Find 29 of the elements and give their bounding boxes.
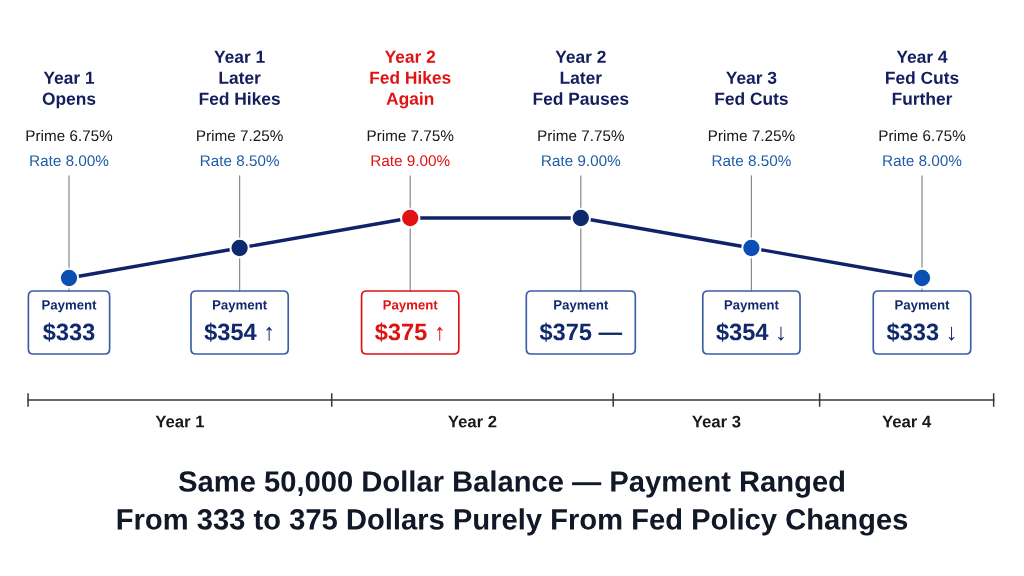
text: Prime 7.25%: [197, 129, 283, 142]
text: Payment $375 ↑: [375, 300, 443, 342]
text: Prime 7.25%: [708, 129, 795, 142]
text: Payment $354 ↓: [716, 300, 784, 342]
x-tick-label: Year 2 Later Fed Pauses: [533, 50, 629, 105]
text: Same 50,000 Dollar Balance — Payment Ranged From 333 to 375 Dollars Purely From Fed Policy Changes: [117, 470, 908, 536]
data-label: Rate 8.00%: [883, 155, 962, 167]
x-tick-label: Year 2 Fed Hikes Again: [370, 50, 451, 109]
text: Year 3: [692, 415, 741, 428]
data-label: Rate 8.50%: [712, 155, 791, 167]
text: Year 1: [155, 415, 204, 428]
text: Payment $354 ↑: [204, 300, 272, 342]
text: Prime 6.75%: [26, 129, 113, 142]
text: Year 4: [882, 415, 932, 428]
data-label: Rate 9.00%: [371, 155, 450, 167]
text: Prime 6.75%: [879, 129, 966, 142]
data-label: Rate 8.00%: [30, 155, 109, 167]
text: Payment $333 ↓: [886, 300, 955, 342]
data-label: Rate 9.00%: [542, 155, 621, 167]
text: Year 2: [448, 415, 497, 428]
text: Payment $333: [42, 300, 97, 342]
x-tick-label: Year 1 Later Fed Hikes: [199, 50, 280, 105]
x-tick-label: Year 3 Fed Cuts: [715, 71, 788, 105]
text: Prime 7.75%: [367, 129, 454, 142]
data-label: Rate 8.50%: [200, 155, 279, 167]
x-tick-label: Year 4 Fed Cuts Further: [886, 50, 959, 105]
text: Payment $375 —: [539, 300, 623, 342]
x-tick-label: Year 1 Opens: [42, 71, 96, 109]
text: Prime 7.75%: [538, 129, 624, 142]
